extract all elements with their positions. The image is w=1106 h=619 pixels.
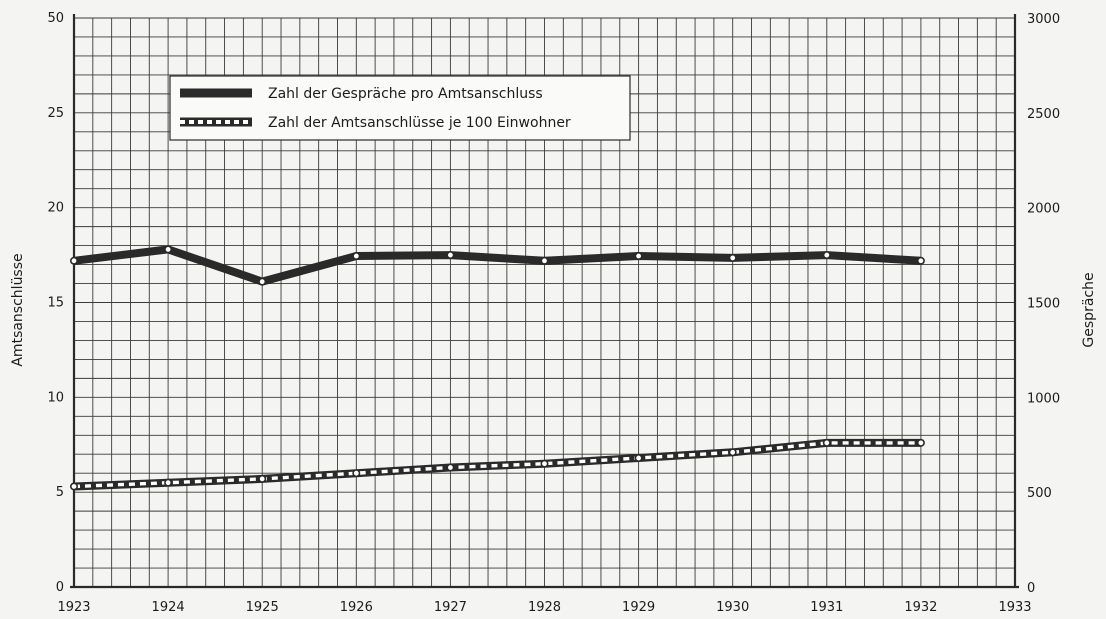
legend: Zahl der Gespräche pro Amtsanschluss Zah… [169, 75, 631, 141]
data-point-lines [352, 469, 361, 478]
data-point-calls [258, 277, 267, 286]
data-point-calls [822, 251, 831, 260]
data-point-calls [540, 256, 549, 265]
axes [70, 14, 1019, 589]
series-lines [70, 245, 925, 491]
y-right-tick-label: 2000 [1027, 202, 1060, 217]
x-tick-label: 1923 [57, 600, 90, 615]
x-tick-label: 1928 [528, 600, 561, 615]
data-point-lines [446, 463, 455, 472]
x-tick-label: 1930 [716, 600, 749, 615]
y-right-tick-label: 500 [1027, 486, 1052, 501]
legend-label-lines: Zahl der Amtsanschlüsse je 100 Einwohner [268, 115, 571, 131]
legend-label-calls: Zahl der Gespräche pro Amtsanschluss [268, 86, 543, 102]
y-right-tick-label: 1000 [1027, 391, 1060, 406]
data-point-calls [164, 245, 173, 254]
y-axis-left-title: Amtsanschlüsse [10, 253, 26, 366]
data-point-calls [352, 252, 361, 261]
legend-box [169, 75, 631, 141]
y-right-tick-label: 1500 [1027, 297, 1060, 312]
x-tick-label: 1929 [622, 600, 655, 615]
y-left-tick-label: 20 [47, 201, 64, 216]
x-tick-label: 1932 [904, 600, 937, 615]
x-tick-label: 1925 [246, 600, 279, 615]
y-left-tick-label: 5 [56, 485, 64, 500]
y-right-tick-label: 0 [1027, 581, 1035, 596]
data-point-calls [728, 253, 737, 262]
y-left-tick-label: 15 [47, 296, 64, 311]
x-tick-label: 1924 [152, 600, 185, 615]
data-point-lines [634, 454, 643, 463]
x-tick-label: 1927 [434, 600, 467, 615]
y-axis-right-title: Gespräche [1081, 272, 1097, 347]
data-point-lines [822, 438, 831, 447]
series-line-hatch-lines [73, 441, 921, 489]
data-point-lines [916, 438, 925, 447]
data-point-lines [164, 478, 173, 487]
data-point-calls [446, 251, 455, 260]
x-tick-label: 1933 [998, 600, 1031, 615]
y-left-tick-label: 25 [47, 106, 64, 121]
y-right-tick-label: 2500 [1027, 107, 1060, 122]
tick-labels: 1923 1924 1925 1926 1927 1928 1929 1930 1931 1932… [47, 11, 1060, 615]
y-left-tick-label: 0 [56, 580, 64, 595]
data-point-calls [70, 256, 79, 265]
data-point-calls [916, 256, 925, 265]
data-point-lines [728, 448, 737, 457]
data-point-lines [258, 474, 267, 483]
y-left-tick-label: 50 [47, 11, 64, 26]
data-point-lines [540, 459, 549, 468]
y-left-tick-label: 10 [47, 390, 64, 405]
series-line-calls [73, 245, 922, 286]
x-tick-label: 1926 [340, 600, 373, 615]
data-point-lines [70, 482, 79, 491]
data-point-calls [634, 252, 643, 261]
x-tick-label: 1931 [810, 600, 843, 615]
series-line-lines [73, 438, 921, 491]
y-right-tick-label: 3000 [1027, 12, 1060, 27]
